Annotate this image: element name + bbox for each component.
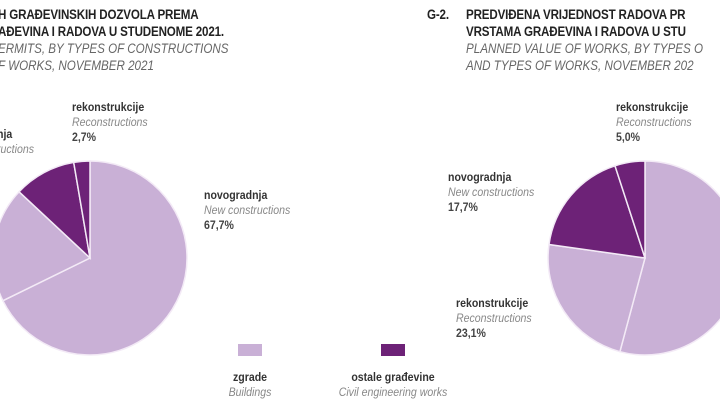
left-chart-title-line1: H GRAĐEVINSKIH DOZVOLA PREMA (0, 7, 199, 22)
left-label-buildings-new: novogradnja New constructions 67,7% (204, 188, 291, 232)
left-slice-buildings-reconstruction (0, 190, 92, 302)
right-slice-buildings-reconstruction (547, 243, 646, 353)
right-slice-buildings-new (618, 160, 720, 356)
right-slice-civil-new (548, 164, 647, 259)
right-slice-civil-reconstruction (614, 160, 646, 259)
right-label-buildings-reconstruction: rekonstrukcije Reconstructions 23,1% (456, 296, 532, 340)
left-slice-civil-reconstruction (72, 160, 91, 259)
legend-swatch-civil-engineering (381, 344, 405, 356)
legend-swatch-buildings (238, 344, 262, 356)
left-chart-title-line2: AĐEVINA I RADOVA U STUDENOME 2021. (0, 24, 224, 39)
right-chart-number: G-2. (427, 7, 449, 22)
legend-item-civil-engineering: ostale građevine Civil engineering works (338, 370, 448, 399)
right-label-civil-reconstruction: rekonstrukcije Reconstructions 5,0% (616, 100, 692, 144)
legend-item-buildings: zgrade Buildings (228, 370, 272, 399)
right-chart-subtitle-line2: AND TYPES OF WORKS, NOVEMBER 202 (466, 58, 694, 73)
left-label-civil-reconstruction: rekonstrukcije Reconstructions 2,7% (72, 100, 148, 144)
right-chart-title-line1: PREDVIĐENA VRIJEDNOST RADOVA PR (466, 7, 686, 22)
left-label-civil-new: nja ructions (0, 127, 34, 156)
right-chart-title-line2: VRSTAMA GRAĐEVINA I RADOVA U STU (466, 24, 686, 39)
right-label-civil-new: novogradnja New constructions 17,7% (448, 170, 535, 214)
right-chart-subtitle-line1: PLANNED VALUE OF WORKS, BY TYPES O (466, 41, 704, 56)
left-chart-subtitle-line2: F WORKS, NOVEMBER 2021 (0, 58, 154, 73)
left-chart-subtitle-line1: ERMITS, BY TYPES OF CONSTRUCTIONS (0, 41, 229, 56)
left-slice-buildings-new (1, 160, 188, 356)
right-pie-chart (547, 160, 720, 356)
left-pie-chart (0, 160, 188, 356)
